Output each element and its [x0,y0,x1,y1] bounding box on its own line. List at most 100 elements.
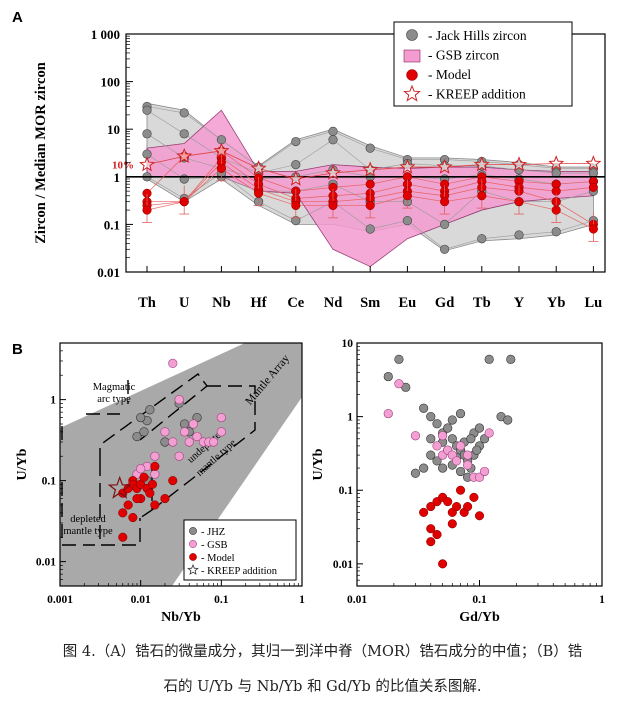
jack-hills-point [291,136,301,147]
y-axis-label: U/Yb [311,448,326,480]
x-tick-label: 0.01 [347,594,367,606]
jack-hills-point [328,126,338,136]
jhz-point [472,445,482,455]
model-point [160,494,170,504]
jack-hills-point [551,227,561,237]
jhz-point [474,423,485,433]
legend-symbol-gsb [189,540,197,548]
gsb-point [474,472,485,482]
y-tick-label: 0.01 [36,557,56,569]
depleted-label: mantle type [63,526,113,537]
model-point [438,559,448,569]
model-point [150,500,160,510]
jhz-point [455,408,466,419]
model-point [139,472,149,482]
gsb-point [150,469,160,479]
model-point [179,197,189,207]
model-point [118,532,128,542]
legend-symbol-model [189,553,197,561]
x-tick-label: 0.1 [214,594,229,606]
jhz-point [410,468,421,478]
x-tick-label: 1 [299,594,305,606]
jhz-point [132,431,142,442]
y-tick-label: 10 [107,122,120,137]
gsb-point [484,428,494,438]
jack-hills-point [514,230,524,240]
y-tick-label: 1 [347,412,353,424]
model-point [365,200,375,211]
kreep-star [548,155,565,171]
legend-label: - GSB [201,540,228,551]
legend-box [183,519,297,581]
kreep-star [250,160,267,176]
mantle-array-band [60,343,302,586]
jhz-point [426,434,436,444]
depleted-field [61,425,141,546]
magmatic-arc-boundary [86,380,129,415]
gsb-point [208,437,219,447]
x-tick-label: 0.001 [47,594,73,606]
gsb-point [438,431,448,441]
y-tick-label: 10 [342,338,354,350]
jhz-point [466,434,476,444]
gsb-point [136,464,146,474]
model-point [291,200,301,211]
depleted-label: depleted [70,514,106,525]
caption-line-1: 图 4.（A）锆石的微量成分，其归一到洋中脊（MOR）锆石成分的中值；（B）锆 [62,644,583,660]
x-category-label: Y [514,295,525,311]
gsb-point [179,427,190,437]
x-category-label: Hf [251,295,267,311]
kreep-star [287,170,304,186]
gsb-point [168,358,178,368]
y-tick-label: 0.01 [333,559,353,571]
kreep-star [213,142,230,158]
y-tick-label: 1 [50,395,56,407]
gsb-point [432,441,442,451]
y-axis-label: U/Yb [15,448,30,480]
jack-hills-point [291,160,301,170]
jack-hills-point [328,135,338,145]
x-category-label: Eu [399,295,417,311]
gsb-point [463,450,473,460]
x-tick-label: 1 [599,594,605,606]
model-point [118,508,128,518]
jack-hills-point [365,224,375,234]
jhz-point [455,466,466,477]
model-point [168,476,178,486]
kreep-star [362,161,379,177]
model-point [514,197,524,207]
jack-hills-point [142,105,152,115]
y-tick-label: 0.1 [339,485,354,497]
jhz-point [484,354,494,364]
model-point [426,537,436,547]
jack-hills-point [477,234,487,244]
legend-label: - KREEP addition [428,87,526,102]
jhz-point [426,412,436,422]
gsb-point [451,456,462,466]
legend-symbol-kreep [403,84,421,102]
model-point [469,492,479,502]
y-axis-label: Zircon / Median MOR zircon [33,62,49,244]
jack-hills-point [179,174,189,184]
legend-label: - GSB zircon [428,48,499,63]
gsb-point [160,427,170,437]
y-tick-label: 1 [114,170,121,185]
x-category-label: Tb [473,295,491,311]
jhz-point [438,463,448,473]
jack-hills-point [402,216,413,226]
legend-box [393,21,573,107]
plot-frame [356,342,603,587]
model-point [254,188,264,198]
legend-label: - Jack Hills zircon [428,28,527,43]
x-tick-label: 0.1 [472,594,487,606]
jhz-point [443,423,453,433]
magmatic-arc-field [99,373,208,462]
gsb-point [455,441,466,451]
kreep-star [585,155,602,171]
jack-hills-point [440,244,450,254]
jack-hills-point [440,219,450,229]
gsb-point [394,379,404,389]
model-point [147,479,158,489]
x-category-label: Lu [585,295,603,311]
